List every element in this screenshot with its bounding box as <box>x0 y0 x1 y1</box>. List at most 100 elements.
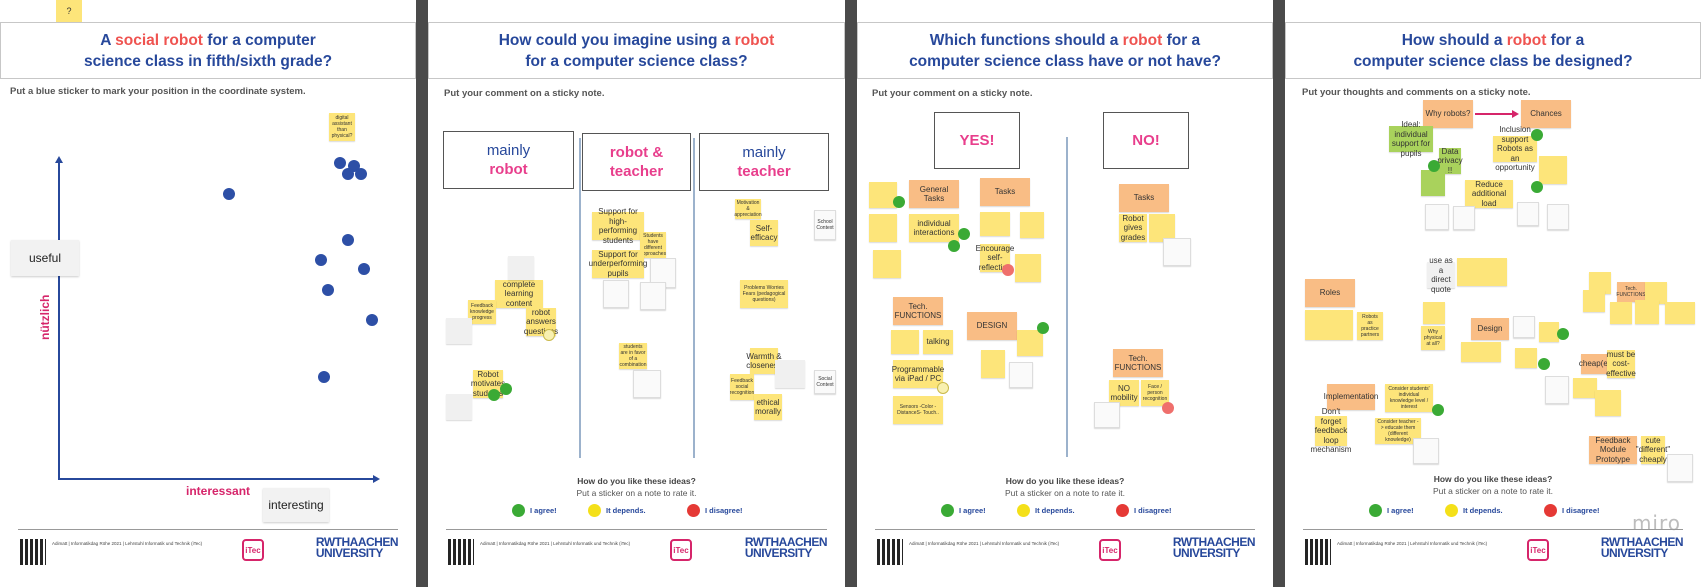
blue-sticker[interactable] <box>355 168 367 180</box>
sticky-note[interactable]: Chances <box>1521 100 1571 128</box>
sticky-note[interactable]: Support for high-performing students <box>592 207 644 245</box>
sticky-note[interactable] <box>1413 438 1439 464</box>
column-mainly-robot[interactable]: mainly robot <box>443 131 574 189</box>
sticky-note[interactable] <box>1610 302 1632 324</box>
sticky-note[interactable]: Tech. FUNCTIONS <box>893 297 943 325</box>
sticky-note[interactable] <box>1421 170 1445 196</box>
legend-depends[interactable]: It depends. <box>1445 504 1503 517</box>
sticky-note[interactable]: School Context <box>814 210 836 240</box>
frame-social-robot[interactable]: ? A social robot for a computer science … <box>0 0 416 587</box>
sticky-note[interactable] <box>981 350 1005 378</box>
legend-disagree[interactable]: I disagree! <box>1544 504 1600 517</box>
green-sticker[interactable] <box>948 240 960 252</box>
legend-disagree[interactable]: I disagree! <box>687 504 743 517</box>
blue-sticker[interactable] <box>358 263 370 275</box>
sticky-note[interactable]: Consider students' individual knowledge … <box>1385 384 1433 412</box>
sticky-note[interactable]: talking <box>923 330 953 354</box>
column-no[interactable]: NO! <box>1103 112 1189 169</box>
blue-sticker[interactable] <box>334 157 346 169</box>
sticky-note[interactable]: Motivation & appreciation <box>734 199 762 219</box>
sticky-note[interactable]: must be cost-effective <box>1606 349 1636 378</box>
sticky-note[interactable]: Implementation <box>1324 384 1378 410</box>
sticky-note[interactable] <box>1515 348 1537 368</box>
blue-sticker[interactable] <box>342 234 354 246</box>
sticky-note[interactable]: Why physical at all? <box>1421 326 1445 350</box>
sticky-note[interactable] <box>1665 302 1695 324</box>
sticky-note[interactable] <box>869 182 897 208</box>
sticky-note[interactable]: Tasks <box>1119 184 1169 212</box>
blue-sticker[interactable] <box>342 168 354 180</box>
sticky-note[interactable] <box>1305 310 1353 340</box>
sticky-note[interactable]: Tech. FUNCTIONS <box>1616 282 1646 302</box>
green-sticker[interactable] <box>893 196 905 208</box>
sticky-note[interactable] <box>603 280 629 308</box>
sticky-note[interactable]: Students have different approaches <box>639 232 667 258</box>
green-sticker[interactable] <box>1531 181 1543 193</box>
legend-agree[interactable]: I agree! <box>512 504 557 517</box>
sticky-note[interactable] <box>1635 300 1659 324</box>
sticky-note[interactable] <box>1667 454 1693 482</box>
green-sticker[interactable] <box>1428 160 1440 172</box>
sticky-note[interactable]: Robot gives grades <box>1119 213 1147 242</box>
sticky-note[interactable]: ethical morally <box>754 394 782 420</box>
sticky-question[interactable]: ? <box>56 0 82 22</box>
sticky-note[interactable]: Social Context <box>814 370 836 394</box>
sticky-note[interactable]: NO mobility <box>1109 380 1139 406</box>
column-robot-teacher[interactable]: robot & teacher <box>582 133 691 191</box>
legend-agree[interactable]: I agree! <box>1369 504 1414 517</box>
sticky-note[interactable] <box>1539 322 1559 342</box>
label-interesting[interactable]: interesting <box>263 488 329 522</box>
sticky-note[interactable]: Support for underperforming pupils <box>588 249 648 278</box>
sticky-note[interactable]: Programmable via iPad / PC <box>892 360 944 388</box>
sticky-note[interactable]: Tech. FUNCTIONS <box>1113 349 1163 377</box>
frame-design[interactable]: How should a robot for a computer scienc… <box>1285 0 1701 587</box>
sticky-note[interactable]: Feedback Module Prototype <box>1589 436 1637 464</box>
green-sticker[interactable] <box>1432 404 1444 416</box>
green-sticker[interactable] <box>500 383 512 395</box>
sticky-note[interactable] <box>446 318 472 344</box>
sticky-note[interactable] <box>1517 202 1539 226</box>
frame-using-robot[interactable]: How could you imagine using a robot for … <box>428 0 845 587</box>
sticky-note[interactable] <box>1020 212 1044 238</box>
sticky-note[interactable]: Why robots? <box>1423 100 1473 128</box>
sticky-note[interactable]: Sensors -Color -DistanceS- Touch.. <box>893 396 943 424</box>
legend-depends[interactable]: It depends. <box>1017 504 1075 517</box>
sticky-note[interactable]: students are in favor of a combination <box>619 343 647 369</box>
legend-agree[interactable]: I agree! <box>941 504 986 517</box>
blue-sticker[interactable] <box>318 371 330 383</box>
sticky-note[interactable]: Self-efficacy <box>750 220 778 246</box>
green-sticker[interactable] <box>1557 328 1569 340</box>
sticky-note[interactable] <box>1015 254 1041 282</box>
column-yes[interactable]: YES! <box>934 112 1020 169</box>
sticky-note[interactable] <box>891 330 919 354</box>
sticky-note[interactable]: Reduce additional load <box>1465 180 1513 208</box>
sticky-note[interactable] <box>1583 290 1605 312</box>
sticky-note[interactable] <box>869 214 897 242</box>
sticky-note[interactable] <box>1094 402 1120 428</box>
yellow-sticker[interactable] <box>937 382 949 394</box>
legend-disagree[interactable]: I disagree! <box>1116 504 1172 517</box>
sticky-note[interactable] <box>640 282 666 310</box>
green-sticker[interactable] <box>1538 358 1550 370</box>
red-sticker[interactable] <box>1162 402 1174 414</box>
sticky-note[interactable]: Data privacy !! <box>1437 146 1463 175</box>
sticky-note[interactable]: DESIGN <box>967 312 1017 340</box>
sticky-note[interactable] <box>1589 272 1611 294</box>
sticky-note[interactable]: Problems Worries Fears (pedagogical ques… <box>740 280 788 308</box>
sticky-note[interactable] <box>633 370 661 398</box>
green-sticker[interactable] <box>958 228 970 240</box>
red-sticker[interactable] <box>1002 264 1014 276</box>
sticky-note[interactable]: individual interactions <box>909 214 959 242</box>
green-sticker[interactable] <box>1037 322 1049 334</box>
column-mainly-teacher[interactable]: mainly teacher <box>699 133 829 191</box>
sticky-note[interactable]: Don't forget feedback loop mechanism <box>1310 407 1352 455</box>
green-sticker[interactable] <box>1531 129 1543 141</box>
sticky-note[interactable] <box>508 256 534 280</box>
sticky-note[interactable]: Robots as practice partners <box>1357 312 1383 340</box>
sticky-note[interactable] <box>1009 362 1033 388</box>
sticky-note[interactable] <box>1545 376 1569 404</box>
sticky-note[interactable] <box>775 360 805 388</box>
sticky-note[interactable]: cheap(er) <box>1579 354 1613 374</box>
blue-sticker[interactable] <box>315 254 327 266</box>
